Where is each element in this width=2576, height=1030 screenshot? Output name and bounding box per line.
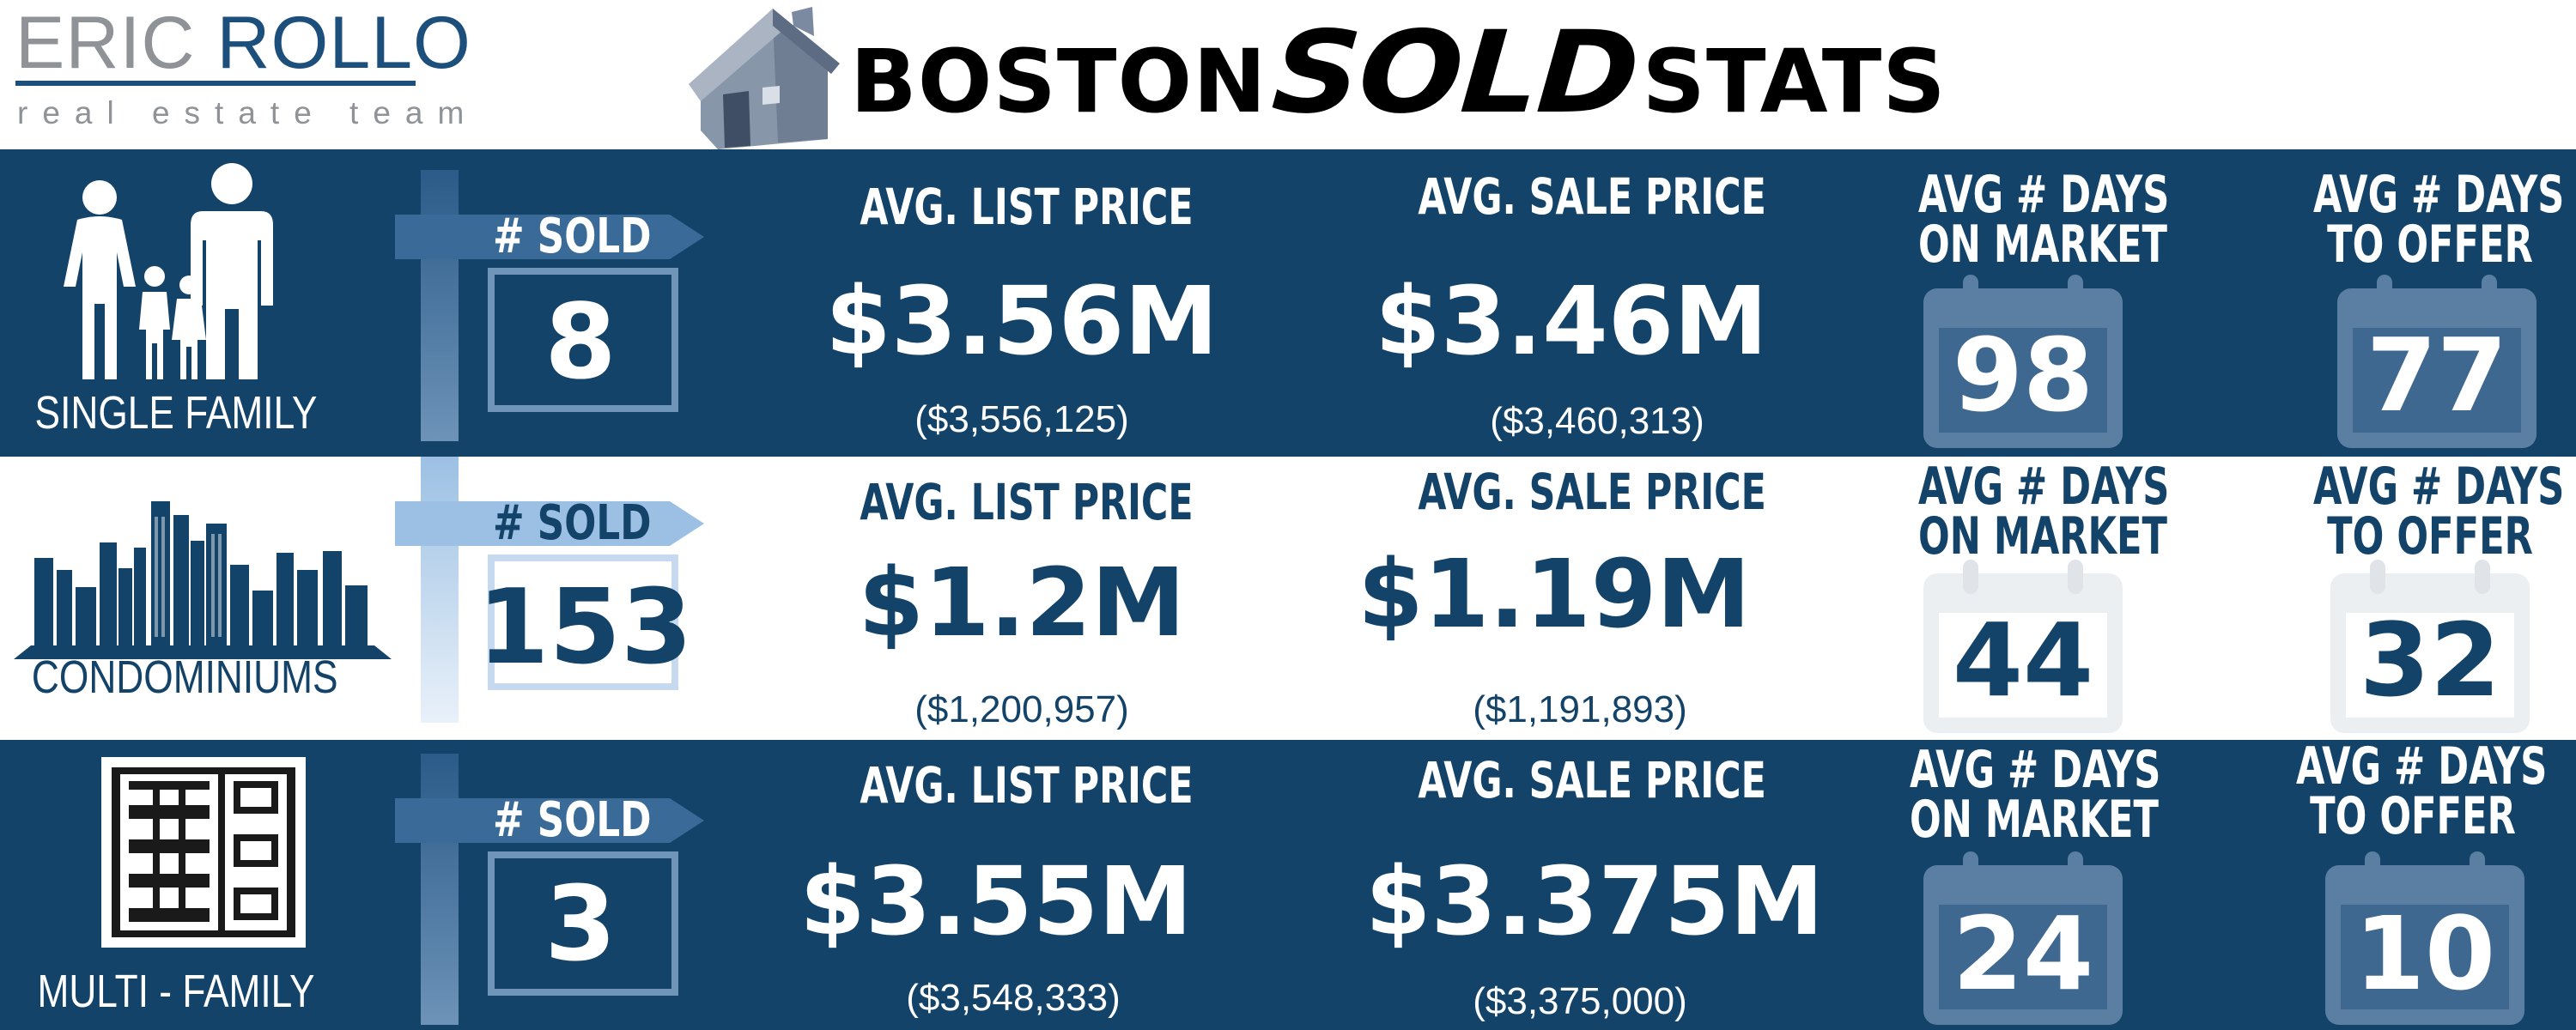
logo: ERIC ROLLO <box>15 2 471 84</box>
days-to-offer-label-line1: AVG # DAYS <box>2313 457 2565 517</box>
days-on-market-label-line1: AVG # DAYS <box>1918 165 2170 225</box>
sold-label: # SOLD <box>493 792 652 848</box>
header: ERIC ROLLO real estate team BOSTONSOLDST… <box>0 0 2576 149</box>
days-on-market-label-line2: ON MARKET <box>1918 506 2167 566</box>
list-price-label: AVG. LIST PRICE <box>860 473 1194 531</box>
days-to-offer-label: AVG # DAYS TO OFFER <box>2296 736 2548 846</box>
logo-last-name: ROLLO <box>216 2 471 84</box>
sold-sign-icon <box>395 170 704 441</box>
title-sold: SOLD <box>1267 7 1642 139</box>
days-to-offer-label-line2: TO OFFER <box>2327 215 2533 275</box>
city-skyline-icon <box>14 501 392 659</box>
list-price-exact: ($3,548,333) <box>906 977 1121 1019</box>
sale-price-label: AVG. SALE PRICE <box>1418 463 1766 521</box>
calendar-icon <box>2337 275 2537 448</box>
days-on-market-label-line2: ON MARKET <box>1910 790 2159 850</box>
sale-price-value: $3.375M <box>1365 846 1824 956</box>
sale-price-exact: ($3,375,000) <box>1473 980 1687 1022</box>
days-to-offer-value: 10 <box>2354 894 2496 1013</box>
days-to-offer-label: AVG # DAYS TO OFFER <box>2313 165 2565 275</box>
days-on-market-value: 44 <box>1952 601 2094 719</box>
list-price-value: $3.56M <box>825 266 1218 376</box>
list-price-value: $3.55M <box>799 846 1193 956</box>
days-to-offer-label-line2: TO OFFER <box>2310 786 2516 846</box>
logo-tagline: real estate team <box>17 95 479 130</box>
row-type-label: MULTI - FAMILY <box>37 966 315 1017</box>
row-single-family: SINGLE FAMILY # SOLD 8 AVG. LIST PRICE $… <box>0 149 2576 457</box>
days-on-market-label: AVG # DAYS ON MARKET <box>1918 457 2170 566</box>
days-on-market-label-line1: AVG # DAYS <box>1910 740 2161 800</box>
sale-price-exact: ($1,191,893) <box>1473 688 1687 730</box>
apartment-building-icon <box>101 757 306 948</box>
row-type-label: SINGLE FAMILY <box>34 387 318 439</box>
days-to-offer-label-line1: AVG # DAYS <box>2296 736 2548 797</box>
days-on-market-value: 24 <box>1952 894 2094 1013</box>
list-price-label: AVG. LIST PRICE <box>860 756 1194 815</box>
sold-count: 153 <box>477 568 693 688</box>
calendar-icon <box>1923 851 2123 1025</box>
calendar-icon <box>2330 560 2530 733</box>
days-on-market-label-line2: ON MARKET <box>1918 215 2167 275</box>
house-icon <box>689 7 840 149</box>
page-title: BOSTONSOLDSTATS <box>850 7 1947 139</box>
logo-divider <box>15 81 416 86</box>
calendar-icon <box>1923 560 2123 733</box>
list-price-label: AVG. LIST PRICE <box>860 178 1194 236</box>
sold-sign-icon <box>395 754 704 1025</box>
days-to-offer-value: 32 <box>2359 601 2501 719</box>
logo-first-name: ERIC <box>15 2 196 84</box>
title-stats: STATS <box>1642 31 1947 133</box>
calendar-icon <box>2325 851 2524 1025</box>
row-multi-family: MULTI - FAMILY # SOLD 3 AVG. LIST PRICE … <box>0 740 2576 1030</box>
sale-price-label: AVG. SALE PRICE <box>1418 751 1766 809</box>
days-on-market-value: 98 <box>1952 316 2094 434</box>
row-condominiums: CONDOMINIUMS # SOLD 153 AVG. LIST PRICE … <box>0 457 2576 740</box>
sold-sign-icon <box>395 457 704 723</box>
days-to-offer-label-line1: AVG # DAYS <box>2313 165 2565 225</box>
sold-label: # SOLD <box>493 495 652 551</box>
sale-price-exact: ($3,460,313) <box>1490 400 1704 442</box>
row-type-label: CONDOMINIUMS <box>31 651 338 703</box>
sold-count: 3 <box>544 865 617 985</box>
sale-price-value: $1.19M <box>1358 539 1751 649</box>
calendar-icon <box>1923 275 2123 448</box>
sold-label: # SOLD <box>493 209 652 264</box>
days-to-offer-value: 77 <box>2366 316 2508 434</box>
title-city: BOSTON <box>850 31 1267 133</box>
sale-price-value: $3.46M <box>1375 266 1768 376</box>
family-icon <box>64 163 273 379</box>
sale-price-label: AVG. SALE PRICE <box>1418 167 1766 226</box>
days-to-offer-label: AVG # DAYS TO OFFER <box>2313 457 2565 566</box>
list-price-value: $1.2M <box>858 548 1186 657</box>
days-to-offer-label-line2: TO OFFER <box>2327 506 2533 566</box>
sold-count: 8 <box>544 283 617 403</box>
list-price-exact: ($1,200,957) <box>914 688 1129 730</box>
days-on-market-label-line1: AVG # DAYS <box>1918 457 2170 517</box>
days-on-market-label: AVG # DAYS ON MARKET <box>1910 740 2161 850</box>
list-price-exact: ($3,556,125) <box>914 398 1129 440</box>
days-on-market-label: AVG # DAYS ON MARKET <box>1918 165 2170 275</box>
